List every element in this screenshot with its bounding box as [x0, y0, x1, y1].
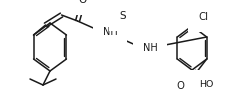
- Text: O: O: [78, 0, 87, 5]
- Text: S: S: [119, 11, 126, 21]
- Text: Cl: Cl: [198, 12, 208, 22]
- Text: O: O: [177, 81, 185, 91]
- Text: HO: HO: [199, 79, 213, 88]
- Text: NH: NH: [143, 43, 157, 53]
- Text: NH: NH: [103, 27, 117, 37]
